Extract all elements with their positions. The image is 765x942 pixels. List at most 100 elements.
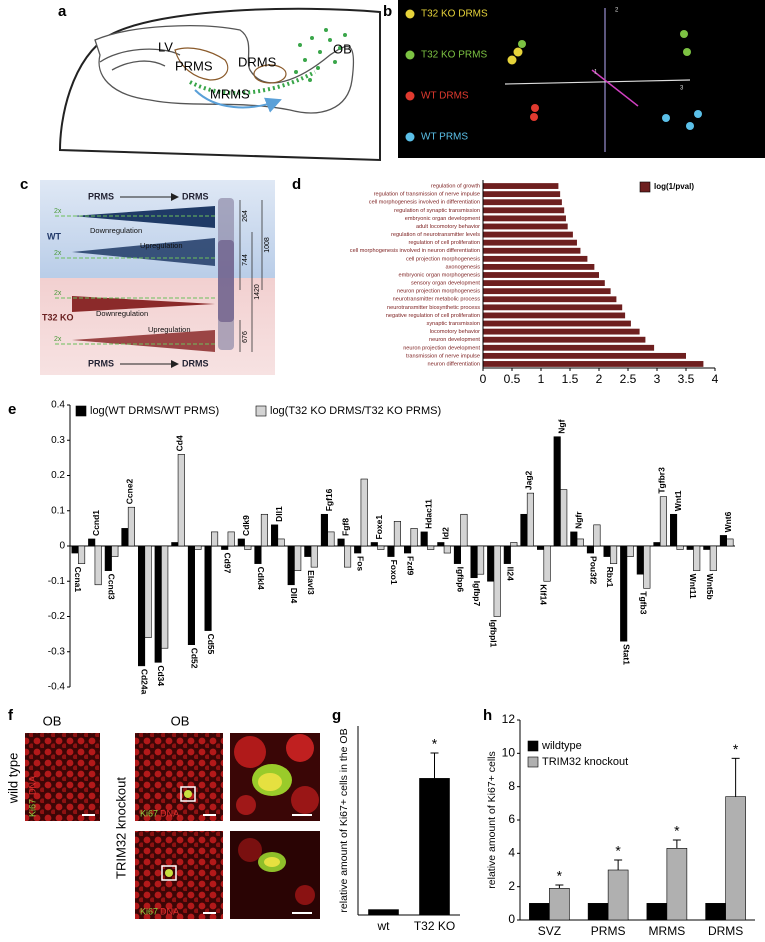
bar (549, 888, 570, 921)
category-label: Igfbp6 (455, 567, 465, 593)
panel-label: e (8, 401, 16, 418)
contour (111, 60, 166, 71)
up-label: Upregulation (140, 241, 183, 250)
y-tick-label: -0.3 (48, 646, 66, 657)
x-tick-label: 4 (712, 372, 719, 386)
legend-label: T32 KO PRMS (421, 50, 487, 61)
fold-label: 2x (54, 290, 62, 297)
legend-label: TRIM32 knockout (542, 756, 628, 768)
bar (529, 903, 550, 921)
bar (368, 909, 399, 916)
count-label: 676 (242, 331, 249, 343)
legend-label: wildtype (541, 740, 582, 752)
panel-label: c (20, 176, 28, 193)
bar (709, 545, 717, 571)
bar (636, 545, 644, 575)
bar (377, 545, 385, 550)
category-label: neuron projection morphogenesis (397, 289, 480, 295)
bar (404, 545, 412, 554)
x-tick-label: 3.5 (678, 372, 695, 386)
legend-swatch (75, 405, 87, 417)
zoom-cells (234, 734, 319, 905)
category-label: Cdk9 (241, 515, 251, 536)
bar (271, 524, 279, 547)
bar (171, 542, 179, 547)
significance-marker: * (432, 736, 438, 752)
bar (121, 528, 129, 547)
bar (244, 545, 252, 550)
y-tick-label: 2 (508, 879, 515, 893)
bar (570, 531, 578, 547)
fold-label: 2x (54, 336, 62, 343)
bar (304, 545, 312, 557)
y-tick-label: 0 (59, 541, 65, 552)
pca-background (398, 0, 765, 158)
category-label: adult locomotory behavior (416, 224, 480, 230)
stain-labels: Ki67 DNA Ki67 DNA Ki67 DNA (27, 776, 179, 916)
panel-b: T32 KO DRMS T32 KO PRMS WT DRMS WT PRMS 2 1… (398, 0, 765, 158)
stain-label: Ki67 (27, 799, 37, 817)
category-label: regulation of growth (431, 184, 480, 190)
bar (88, 538, 96, 547)
category-label: Cd4 (174, 435, 184, 451)
bar (327, 531, 335, 547)
category-label: Cd55 (206, 634, 216, 655)
x-tick-label: DRMS (708, 924, 743, 938)
category-label: Cd34 (156, 665, 166, 686)
rms-cells (189, 70, 316, 96)
category-label: Hdac11 (424, 499, 434, 529)
bar (719, 535, 727, 547)
up-label: Upregulation (148, 325, 191, 334)
category-label: regulation of synaptic transmission (394, 208, 480, 214)
scale-bars (82, 814, 312, 914)
bar (78, 545, 86, 564)
bar (360, 478, 368, 547)
legend-swatch (255, 405, 267, 417)
bar (483, 352, 686, 359)
bar (221, 545, 229, 550)
category-label: Klf14 (539, 584, 549, 605)
bar (194, 545, 202, 550)
genotype-label: wild type (5, 753, 20, 805)
bar (483, 280, 605, 286)
legend-label: log(WT DRMS/WT PRMS) (90, 405, 219, 417)
region-label: OB (333, 41, 352, 56)
legend-label: WT PRMS (421, 132, 468, 143)
category-label: Cd52 (189, 648, 199, 669)
legend-swatch (527, 740, 539, 752)
stain-label: DNA (160, 906, 179, 916)
bar (310, 545, 318, 568)
category-label: Ccne2 (124, 478, 134, 504)
c-to: DRMS (182, 358, 209, 368)
category-label: cell projection morphogenesis (406, 256, 480, 262)
category-label: negative regulation of cell proliferatio… (386, 313, 480, 319)
bar (483, 304, 623, 311)
category-label: Foxe1 (374, 515, 384, 540)
stain-label: Ki67 (140, 808, 158, 818)
legend-label: WT DRMS (421, 91, 469, 102)
category-label: Wnt11 (688, 574, 698, 599)
bar (703, 545, 711, 550)
category-label: Tgfbr3 (656, 467, 666, 494)
bar (483, 183, 559, 189)
x-tick-label: SVZ (538, 924, 561, 938)
bar (483, 312, 626, 319)
y-tick-label: 0.4 (51, 400, 65, 411)
bar (138, 545, 146, 667)
up-wedge (72, 238, 215, 266)
bar (483, 239, 577, 246)
error-bar (731, 757, 740, 797)
bar (493, 545, 501, 617)
ko-background (40, 278, 275, 375)
bar (227, 531, 235, 547)
bar (260, 513, 268, 547)
bar (427, 545, 435, 550)
legend-dot (405, 91, 415, 101)
y-tick-label: 0.3 (51, 435, 65, 446)
y-tick-label: 0.2 (51, 470, 65, 481)
category-label: Pou3f2 (588, 556, 598, 585)
bar (483, 207, 565, 214)
panel-label: d (292, 176, 301, 193)
category-label: Rbx1 (605, 567, 615, 588)
category-label: Dll4 (289, 588, 299, 604)
